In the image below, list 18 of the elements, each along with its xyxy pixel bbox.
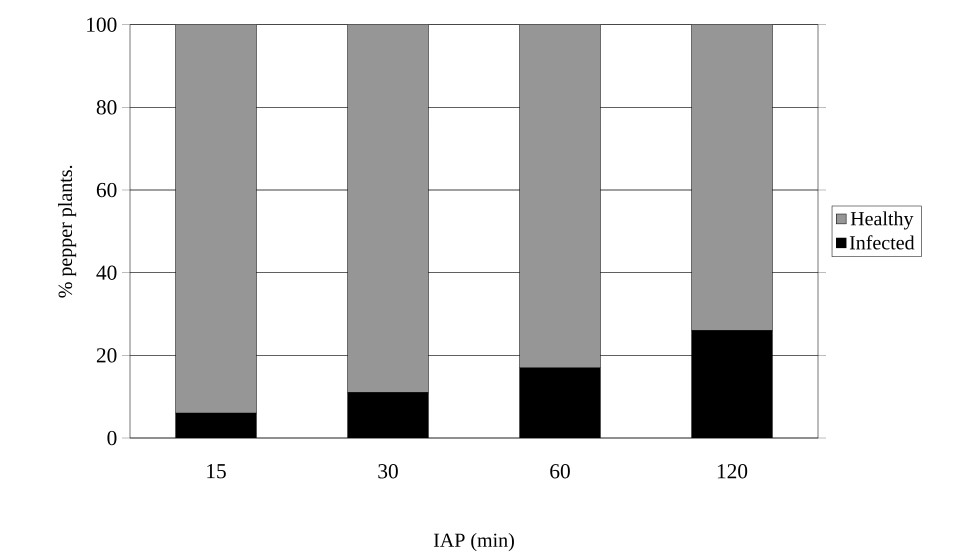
y-tick-label: 40 — [96, 265, 116, 280]
x-tick-label: 120 — [718, 464, 748, 478]
legend-label: Healthy — [850, 211, 914, 230]
y-axis-title: % pepper plants. — [58, 166, 76, 298]
y-tick-label: 80 — [96, 100, 116, 115]
y-tick-label: 20 — [96, 348, 116, 363]
y-tick-label: 60 — [96, 182, 116, 198]
x-tick-label: 30 — [378, 464, 398, 478]
x-axis-title: IAP (min) — [434, 532, 514, 552]
y-tick-label: 0 — [107, 430, 116, 446]
legend-label: Infected — [850, 235, 914, 250]
bar — [691, 24, 773, 331]
bar — [175, 24, 257, 414]
x-tick-label: 15 — [207, 464, 226, 478]
bar — [519, 24, 601, 368]
x-tick-label: 60 — [550, 464, 570, 478]
y-tick-label: 100 — [87, 17, 116, 32]
bar — [347, 24, 429, 393]
